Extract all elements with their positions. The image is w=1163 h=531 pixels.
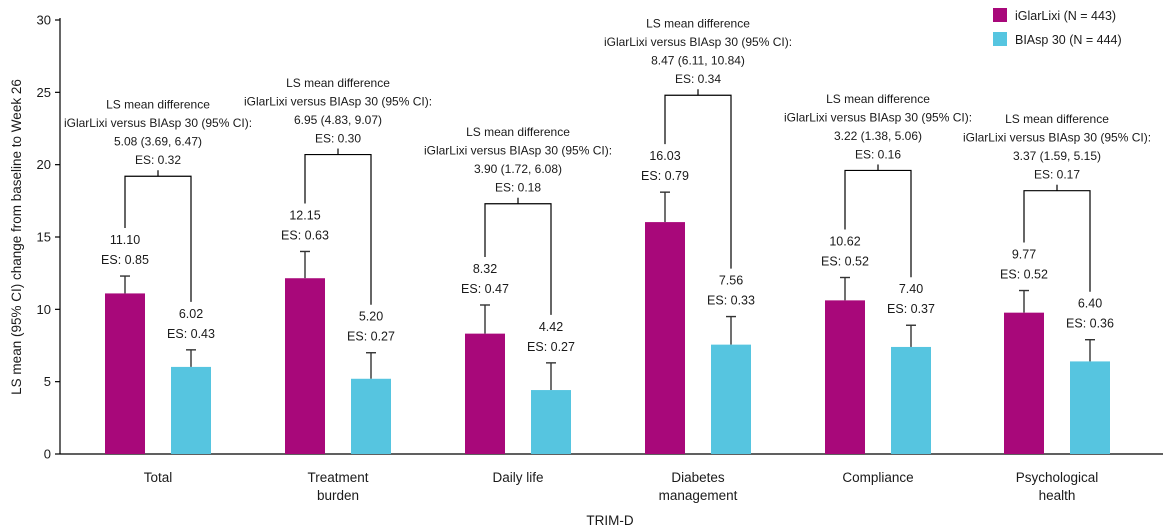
- bar-es-label-biasp: ES: 0.27: [347, 330, 395, 344]
- bar-iglarlixi: [285, 278, 325, 454]
- x-category-label: Compliance: [842, 470, 913, 485]
- x-category-label: burden: [317, 488, 359, 503]
- bar-value-label-biasp: 6.02: [179, 307, 203, 321]
- bar-es-label-iglarlixi: ES: 0.79: [641, 169, 689, 183]
- x-category-label: Psychological: [1016, 470, 1099, 485]
- bar-value-label-biasp: 7.40: [899, 282, 923, 296]
- bar-es-label-biasp: ES: 0.36: [1066, 317, 1114, 331]
- comparison-text-line: iGlarLixi versus BIAsp 30 (95% CI):: [64, 116, 252, 130]
- comparison-text-line: 3.90 (1.72, 6.08): [474, 162, 562, 176]
- comparison-text-line: 3.22 (1.38, 5.06): [834, 129, 922, 143]
- bar-value-label-iglarlixi: 8.32: [473, 262, 497, 276]
- legend-swatch-iglarlixi: [993, 8, 1007, 22]
- bar-es-label-iglarlixi: ES: 0.52: [821, 255, 869, 269]
- x-category-label: Daily life: [492, 470, 543, 485]
- comparison-text-line: iGlarLixi versus BIAsp 30 (95% CI):: [244, 95, 432, 109]
- x-category-label: Diabetes: [671, 470, 725, 485]
- comparison-text-line: iGlarLixi versus BIAsp 30 (95% CI):: [784, 110, 972, 124]
- legend-swatch-biasp: [993, 32, 1007, 46]
- comparison-bracket: [1023, 190, 1091, 292]
- bar-biasp: [351, 378, 391, 454]
- comparison-text-line: ES: 0.34: [675, 72, 721, 86]
- bar-es-label-biasp: ES: 0.27: [527, 340, 575, 354]
- comparison-text-line: LS mean difference: [1005, 112, 1109, 126]
- bar-iglarlixi: [825, 300, 865, 454]
- bar-value-label-biasp: 5.20: [359, 310, 383, 324]
- bar-es-label-biasp: ES: 0.37: [887, 302, 935, 316]
- bar-value-label-iglarlixi: 12.15: [289, 208, 320, 222]
- x-category-label: Treatment: [307, 470, 368, 485]
- bar-value-label-biasp: 4.42: [539, 320, 563, 334]
- y-tick-label: 15: [37, 230, 51, 245]
- bar-value-label-iglarlixi: 10.62: [829, 235, 860, 249]
- bar-biasp: [171, 366, 211, 454]
- comparison-text-line: ES: 0.16: [855, 147, 901, 161]
- bar-biasp: [531, 390, 571, 454]
- comparison-text-line: LS mean difference: [646, 17, 750, 31]
- comparison-text-line: 8.47 (6.11, 10.84): [651, 54, 745, 68]
- comparison-text-line: 5.08 (3.69, 6.47): [114, 135, 202, 149]
- bar-value-label-biasp: 6.40: [1078, 297, 1102, 311]
- comparison-text-line: iGlarLixi versus BIAsp 30 (95% CI):: [424, 144, 612, 158]
- legend-label-biasp: BIAsp 30 (N = 444): [1015, 33, 1122, 47]
- comparison-text-line: LS mean difference: [826, 92, 930, 106]
- bar-es-label-iglarlixi: ES: 0.52: [1000, 268, 1048, 282]
- comparison-text-line: iGlarLixi versus BIAsp 30 (95% CI):: [963, 131, 1151, 145]
- comparison-text-line: iGlarLixi versus BIAsp 30 (95% CI):: [604, 35, 792, 49]
- x-category-label: Total: [144, 470, 173, 485]
- comparison-text-line: 6.95 (4.83, 9.07): [294, 113, 382, 127]
- bar-value-label-iglarlixi: 16.03: [649, 149, 680, 163]
- y-tick-label: 5: [44, 374, 51, 389]
- comparison-text-line: LS mean difference: [106, 98, 210, 112]
- comparison-text-line: ES: 0.32: [135, 153, 181, 167]
- y-tick-label: 25: [37, 85, 51, 100]
- bar-biasp: [1070, 361, 1110, 454]
- y-axis-title: LS mean (95% CI) change from baseline to…: [9, 79, 24, 395]
- comparison-text-line: LS mean difference: [466, 125, 570, 139]
- x-axis-title: TRIM-D: [586, 513, 633, 528]
- bar-biasp: [891, 346, 931, 454]
- bar-iglarlixi: [465, 333, 505, 454]
- bar-value-label-iglarlixi: 9.77: [1012, 248, 1036, 262]
- y-tick-label: 0: [44, 447, 51, 462]
- bar-iglarlixi: [645, 222, 685, 454]
- bar-es-label-iglarlixi: ES: 0.85: [101, 253, 149, 267]
- y-tick-label: 20: [37, 157, 51, 172]
- comparison-bracket: [484, 203, 552, 315]
- bar-es-label-iglarlixi: ES: 0.47: [461, 282, 509, 296]
- bar-es-label-biasp: ES: 0.43: [167, 327, 215, 341]
- comparison-text-line: ES: 0.18: [495, 181, 541, 195]
- comparison-text-line: ES: 0.30: [315, 132, 361, 146]
- y-tick-label: 30: [37, 13, 51, 28]
- x-category-label: management: [659, 488, 738, 503]
- comparison-text-line: 3.37 (1.59, 5.15): [1013, 149, 1101, 163]
- legend-label-iglarlixi: iGlarLixi (N = 443): [1015, 9, 1116, 23]
- comparison-text-line: ES: 0.17: [1034, 168, 1080, 182]
- y-tick-label: 10: [37, 302, 51, 317]
- bar-iglarlixi: [1004, 312, 1044, 454]
- bar-es-label-biasp: ES: 0.33: [707, 294, 755, 308]
- bar-es-label-iglarlixi: ES: 0.63: [281, 228, 329, 242]
- bar-value-label-biasp: 7.56: [719, 274, 743, 288]
- comparison-bracket: [664, 94, 732, 269]
- bar-iglarlixi: [105, 293, 145, 454]
- x-category-label: health: [1039, 488, 1076, 503]
- bar-biasp: [711, 344, 751, 454]
- comparison-text-line: LS mean difference: [286, 76, 390, 90]
- bar-value-label-iglarlixi: 11.10: [110, 233, 140, 247]
